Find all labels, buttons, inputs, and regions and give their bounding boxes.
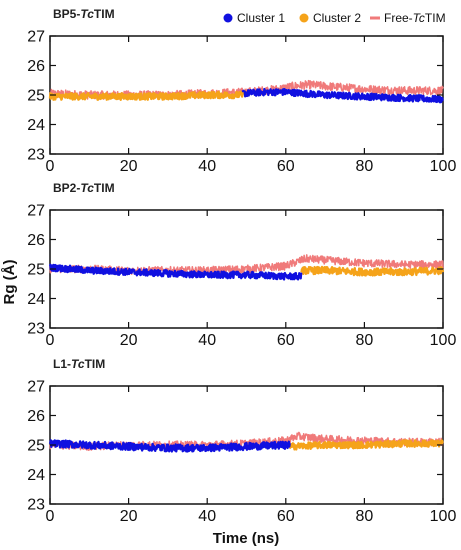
x-tick-label-bp5-100: 100 (430, 158, 457, 175)
legend-item-cluster2: Cluster 2 (299, 11, 361, 25)
y-axis-title: Rg (Å) (1, 260, 18, 305)
y-ticks-bp5: 23 24 25 26 27 (27, 29, 443, 164)
series-cluster1-l1 (48, 439, 291, 453)
y-tick-label-bp2-27: 27 (27, 203, 45, 220)
legend-label-cluster1: Cluster 1 (237, 11, 285, 25)
x-tick-label-bp2-100: 100 (430, 332, 457, 349)
series-cluster1-bp5 (241, 87, 444, 104)
y-tick-label-l1-26: 26 (27, 408, 45, 425)
x-tick-label-bp2-20: 20 (120, 332, 138, 349)
series-layer-bp2 (48, 254, 445, 281)
x-ticks-bp2: 0 20 40 60 80 100 (46, 210, 457, 349)
y-tick-label-l1-27: 27 (27, 379, 45, 396)
series-cluster2-l1 (288, 439, 444, 451)
y-tick-label-bp5-23: 23 (27, 147, 45, 164)
legend-label-free: Free-TcTIM (384, 11, 446, 25)
x-tick-label-l1-100: 100 (430, 508, 457, 525)
legend: Cluster 1 Cluster 2 Free-TcTIM (223, 11, 446, 25)
x-tick-label-bp5-60: 60 (277, 158, 295, 175)
x-tick-label-bp5-40: 40 (198, 158, 216, 175)
series-cluster2-bp2 (300, 265, 445, 277)
x-tick-label-bp5-20: 20 (120, 158, 138, 175)
x-axis-title: Time (ns) (213, 530, 279, 547)
y-tick-label-bp2-26: 26 (27, 232, 45, 249)
legend-label-cluster2: Cluster 2 (313, 11, 361, 25)
series-layer-bp5 (48, 79, 444, 104)
x-tick-label-l1-60: 60 (277, 508, 295, 525)
legend-item-cluster1: Cluster 1 (223, 11, 285, 25)
x-tick-label-bp5-80: 80 (356, 158, 374, 175)
y-tick-label-bp2-24: 24 (27, 291, 45, 308)
x-tick-label-bp2-40: 40 (198, 332, 216, 349)
panel-bp5: BP5-TcTIM 23 24 25 26 27 0 20 40 60 80 100 (27, 7, 456, 175)
x-tick-label-bp2-0: 0 (46, 332, 55, 349)
x-tick-label-l1-40: 40 (198, 508, 216, 525)
x-tick-label-l1-20: 20 (120, 508, 138, 525)
x-tick-label-bp2-80: 80 (356, 332, 374, 349)
series-layer-l1 (48, 431, 444, 453)
y-tick-label-bp5-26: 26 (27, 58, 45, 75)
x-tick-label-bp5-0: 0 (46, 158, 55, 175)
series-cluster2-bp5 (48, 90, 244, 101)
y-ticks-l1: 23 24 25 26 27 (27, 379, 443, 514)
panel-title-bp5: BP5-TcTIM (53, 7, 115, 21)
panel-title-l1: L1-TcTIM (53, 357, 105, 371)
y-tick-label-bp2-25: 25 (27, 262, 45, 279)
legend-marker-cluster2 (299, 13, 309, 23)
y-tick-label-bp5-24: 24 (27, 117, 45, 134)
y-tick-label-l1-23: 23 (27, 497, 45, 514)
panel-l1: L1-TcTIM 23 24 25 26 27 0 20 40 60 80 100 (27, 357, 456, 525)
panel-title-bp2: BP2-TcTIM (53, 181, 115, 195)
series-cluster1-bp2 (48, 263, 303, 281)
x-ticks-l1: 0 20 40 60 80 100 (46, 386, 457, 525)
x-tick-label-bp2-60: 60 (277, 332, 295, 349)
legend-item-free: Free-TcTIM (370, 11, 446, 25)
y-tick-label-l1-25: 25 (27, 438, 45, 455)
x-tick-label-l1-0: 0 (46, 508, 55, 525)
x-ticks-bp5: 0 20 40 60 80 100 (46, 36, 457, 175)
y-tick-label-bp5-25: 25 (27, 88, 45, 105)
x-tick-label-l1-80: 80 (356, 508, 374, 525)
y-tick-label-bp5-27: 27 (27, 29, 45, 46)
y-tick-label-bp2-23: 23 (27, 321, 45, 338)
panel-bp2: BP2-TcTIM 23 24 25 26 27 0 20 40 60 80 100 (27, 181, 456, 349)
legend-marker-cluster1 (223, 13, 233, 23)
y-tick-label-l1-24: 24 (27, 467, 45, 484)
y-ticks-bp2: 23 24 25 26 27 (27, 203, 443, 338)
